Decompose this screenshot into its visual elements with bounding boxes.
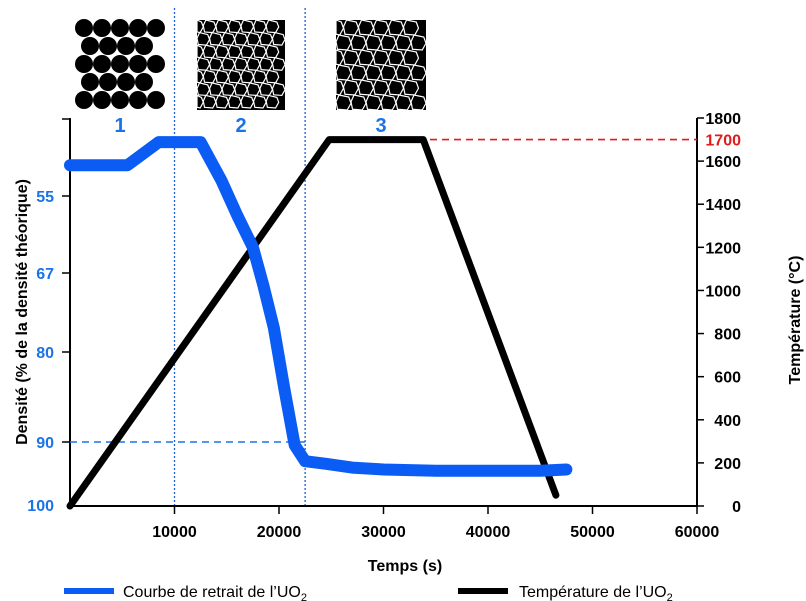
right-tick-label-1400: 1400 [705,197,741,214]
x-tick-label-30000: 30000 [361,524,406,541]
legend-swatch-temperature [458,588,508,594]
left-tick-label-67: 67 [36,266,54,283]
left-axis-ticks: 55 67 80 90 100 [27,119,70,515]
series-density [70,142,566,471]
microstructure-stage-2-image [197,20,285,110]
left-tick-label-100: 100 [27,498,54,515]
right-tick-label-1000: 1000 [705,283,741,300]
y-left-axis-title: Densité (% de la densité théorique) [14,179,31,445]
right-tick-label-1200: 1200 [705,240,741,257]
legend-label-temperature: Température de l’UO2 [519,584,673,601]
left-tick-label-80: 80 [36,345,54,362]
microstructure-stage-1-image [75,19,166,110]
right-tick-label-200: 200 [714,456,741,473]
y-right-axis-title: Température (°C) [787,256,804,385]
microstructure-stage-3-image [336,20,426,110]
temperature-1700-label: 1700 [705,133,741,150]
stage-label-3: 3 [375,115,386,137]
x-tick-label-60000: 60000 [675,524,720,541]
right-tick-label-400: 400 [714,413,741,430]
legend: Courbe de retrait de l’UO2 Température d… [64,584,673,601]
stage-label-2: 2 [235,115,246,137]
x-tick-label-20000: 20000 [257,524,302,541]
right-tick-label-1800: 1800 [705,111,741,128]
series-temperature [70,140,556,506]
right-tick-label-1600: 1600 [705,154,741,171]
right-tick-label-600: 600 [714,370,741,387]
x-tick-label-10000: 10000 [152,524,197,541]
microstructure-images [75,19,426,110]
legend-label-density: Courbe de retrait de l’UO2 [123,584,307,601]
x-axis-title: Temps (s) [368,558,442,575]
right-tick-label-0: 0 [732,499,741,516]
right-axis-ticks: 0 200 400 600 800 1000 1200 1400 1600 1800 [697,111,741,516]
x-tick-label-50000: 50000 [570,524,615,541]
left-tick-label-55: 55 [36,189,54,206]
stage-label-1: 1 [114,115,125,137]
x-axis-ticks: 10000 20000 30000 40000 50000 60000 [152,506,719,541]
left-tick-label-90: 90 [36,435,54,452]
right-tick-label-800: 800 [714,327,741,344]
legend-swatch-density [64,588,114,594]
x-tick-label-40000: 40000 [466,524,511,541]
